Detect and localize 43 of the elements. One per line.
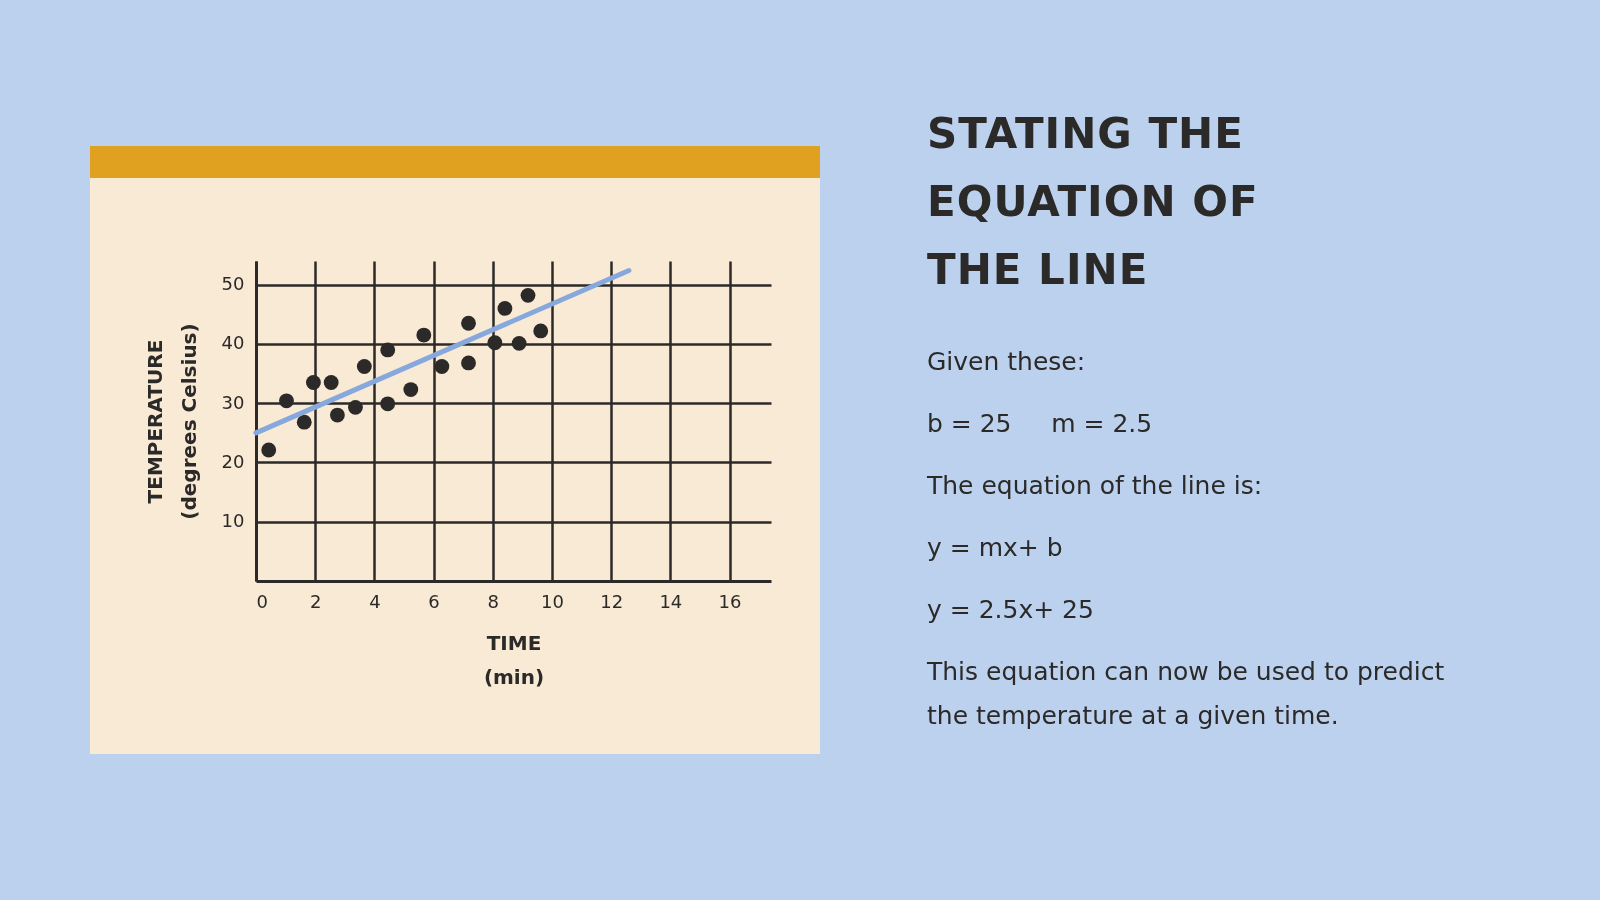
y-tick-label: 40 <box>221 332 245 354</box>
point <box>329 407 345 423</box>
text: This equation can now be used to predict the temperature at a given time. <box>927 656 1446 732</box>
y-tick-label: 50 <box>221 273 245 295</box>
point <box>434 359 450 374</box>
x-tick-label: 10 <box>541 590 564 612</box>
text: Given these: <box>927 346 1087 378</box>
text: b = 25 m = 2.5 <box>927 408 1154 440</box>
text: STATING THE EQUATION OF THE LINE <box>927 108 1260 296</box>
y-tick-label: 20 <box>221 450 245 472</box>
point <box>461 315 476 331</box>
point <box>279 393 294 409</box>
point <box>380 396 396 412</box>
point <box>511 335 527 351</box>
point <box>416 327 432 343</box>
x-tick-label: 12 <box>600 590 624 612</box>
x-tick-label: 16 <box>718 590 742 612</box>
y-axis-title: TEMPERATURE (degrees Celsius) <box>142 323 201 520</box>
text: The equation of the line is: <box>927 470 1264 502</box>
text: y = 2.5x+ 25 <box>927 594 1095 626</box>
point <box>261 442 277 458</box>
point <box>487 335 503 351</box>
y-tick-label: 30 <box>221 391 245 413</box>
point <box>306 375 321 390</box>
point <box>380 342 396 358</box>
x-tick-label: 14 <box>659 590 683 612</box>
x-tick-label: 6 <box>428 590 440 612</box>
y-tick-label: 10 <box>221 510 245 532</box>
point <box>403 382 419 397</box>
point <box>348 399 363 415</box>
x-tick-label: 0 <box>256 590 268 612</box>
x-tick-label: 2 <box>309 590 322 612</box>
x-tick-label: 8 <box>487 590 500 612</box>
x-axis-title: TIME (min) <box>483 630 545 689</box>
point <box>323 375 339 390</box>
text: y = mx+ b <box>927 532 1064 564</box>
point <box>296 414 312 430</box>
point <box>356 359 372 374</box>
point <box>520 287 536 303</box>
x-tick-label: 4 <box>369 590 381 612</box>
point <box>461 355 476 371</box>
point <box>533 323 549 339</box>
point <box>497 301 513 316</box>
